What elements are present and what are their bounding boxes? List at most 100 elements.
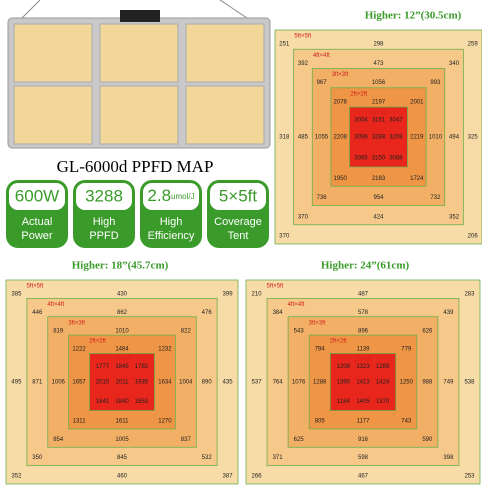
ppfd-value: 2208 (334, 135, 348, 141)
ppfd-value: 494 (449, 135, 460, 141)
zone-label: 5ft×5ft (26, 284, 43, 290)
zone-label: 4ft×4ft (288, 302, 305, 308)
ppfd-value: 253 (464, 474, 475, 480)
ppfd-value: 993 (430, 80, 441, 86)
badge-top (9, 183, 65, 210)
ppfd-value: 424 (373, 214, 384, 220)
ppfd-value: 543 (294, 328, 305, 334)
ppfd-value: 749 (443, 380, 454, 386)
ppfd-value: 954 (373, 195, 384, 201)
ppfd-value: 1311 (73, 418, 87, 424)
zone-label: 1ft×1ft (370, 111, 387, 117)
ppfd-value: 3047 (389, 118, 403, 124)
ppfd-value: 537 (252, 380, 263, 386)
ppfd-value: 467 (358, 474, 369, 480)
ppfd-value: 1841 (96, 399, 110, 405)
ppfd-value: 845 (117, 455, 128, 461)
ppfd-value: 3004 (354, 118, 368, 124)
ppfd-value: 1840 (115, 399, 129, 405)
ppfd-value: 1010 (429, 135, 443, 141)
badge-top (76, 183, 132, 210)
badge-value: 5×5ft (219, 186, 258, 205)
ppfd-center: 1413 (356, 380, 370, 386)
ppfd-value: 1424 (376, 380, 390, 386)
ppfd-value: 1056 (372, 80, 386, 86)
ppfd-value: 862 (117, 310, 128, 316)
ppfd-value: 1657 (72, 380, 86, 386)
ppfd-value: 399 (223, 292, 234, 298)
ppfd-value: 1006 (52, 380, 66, 386)
ppfd-value: 779 (401, 347, 412, 353)
badge-value: 2.8umol/J (147, 186, 194, 205)
ppfd-value: 387 (223, 474, 234, 480)
map-title: Higher: 12”(30.5cm) (365, 10, 462, 22)
ppfd-value: 340 (449, 61, 460, 67)
ppfd-value: 473 (373, 61, 384, 67)
badge-unit: umol/J (171, 192, 195, 201)
badge-label: PPFD (89, 230, 118, 242)
zone-label: 2ft×2ft (330, 339, 347, 345)
ppfd-value: 1782 (135, 364, 149, 370)
ppfd-value: 384 (273, 310, 284, 316)
ppfd-value: 1634 (158, 380, 172, 386)
ppfd-value: 370 (279, 234, 290, 240)
badge-label: High (93, 216, 116, 228)
ppfd-value: 1777 (96, 364, 110, 370)
ppfd-value: 1405 (356, 399, 370, 405)
ppfd-value: 3150 (372, 156, 386, 162)
ppfd-value: 495 (11, 380, 22, 386)
ppfd-value: 1270 (158, 418, 172, 424)
ppfd-value: 1950 (334, 176, 348, 182)
ppfd-value: 764 (273, 380, 284, 386)
ppfd-value: 2015 (96, 380, 110, 386)
ppfd-value: 398 (443, 455, 454, 461)
zone (329, 353, 397, 411)
ppfd-value: 325 (468, 135, 479, 141)
ppfd-value: 371 (273, 455, 284, 461)
ppfd-value: 460 (117, 474, 128, 480)
ppfd-center: 2011 (116, 380, 130, 386)
ppfd-value: 1232 (158, 347, 172, 353)
ppfd-value: 578 (358, 310, 369, 316)
map-title: Higher: 18”(45.7cm) (72, 260, 169, 272)
ppfd-value: 1935 (135, 380, 149, 386)
badge-label: Actual (22, 216, 53, 228)
zone-label: 2ft×2ft (350, 91, 367, 97)
ppfd-value: 3208 (389, 135, 403, 141)
ppfd-value: 890 (202, 380, 213, 386)
ppfd-value: 1010 (115, 328, 129, 334)
badge-top (210, 183, 266, 210)
zone-label: 1ft×1ft (114, 357, 131, 363)
ppfd-value: 487 (358, 292, 369, 298)
ppfd-value: 1323 (356, 364, 370, 370)
ppfd-value: 1484 (115, 347, 129, 353)
ppfd-value: 3088 (389, 156, 403, 162)
ppfd-value: 385 (11, 292, 22, 298)
ppfd-value: 625 (294, 437, 305, 443)
ppfd-value: 435 (223, 380, 234, 386)
zone-label: 4ft×4ft (313, 53, 330, 59)
ppfd-value: 1845 (115, 364, 129, 370)
ppfd-value: 266 (252, 474, 263, 480)
badge-value: 3288 (85, 186, 123, 205)
ppfd-value: 370 (298, 214, 309, 220)
ppfd-value: 485 (298, 135, 309, 141)
zone-label: 3ft×3ft (68, 320, 85, 326)
ppfd-value: 854 (53, 437, 64, 443)
zone-label: 4ft×4ft (47, 302, 64, 308)
ppfd-value: 1853 (135, 399, 149, 405)
led-panel (7, 0, 271, 149)
ppfd-value: 736 (317, 195, 328, 201)
ppfd-value: 1184 (337, 399, 351, 405)
ppfd-value: 3151 (372, 118, 386, 124)
ppfd-value: 318 (279, 135, 290, 141)
badge-label: Coverage (214, 216, 262, 228)
ppfd-value: 210 (252, 292, 263, 298)
ppfd-value: 352 (449, 214, 460, 220)
ppfd-value: 1288 (313, 380, 327, 386)
ppfd-value: 3096 (354, 135, 368, 141)
ppfd-value: 350 (32, 455, 43, 461)
ppfd-center: 3288 (372, 135, 386, 141)
ppfd-value: 1222 (72, 347, 86, 353)
ppfd-value: 1289 (376, 364, 390, 370)
